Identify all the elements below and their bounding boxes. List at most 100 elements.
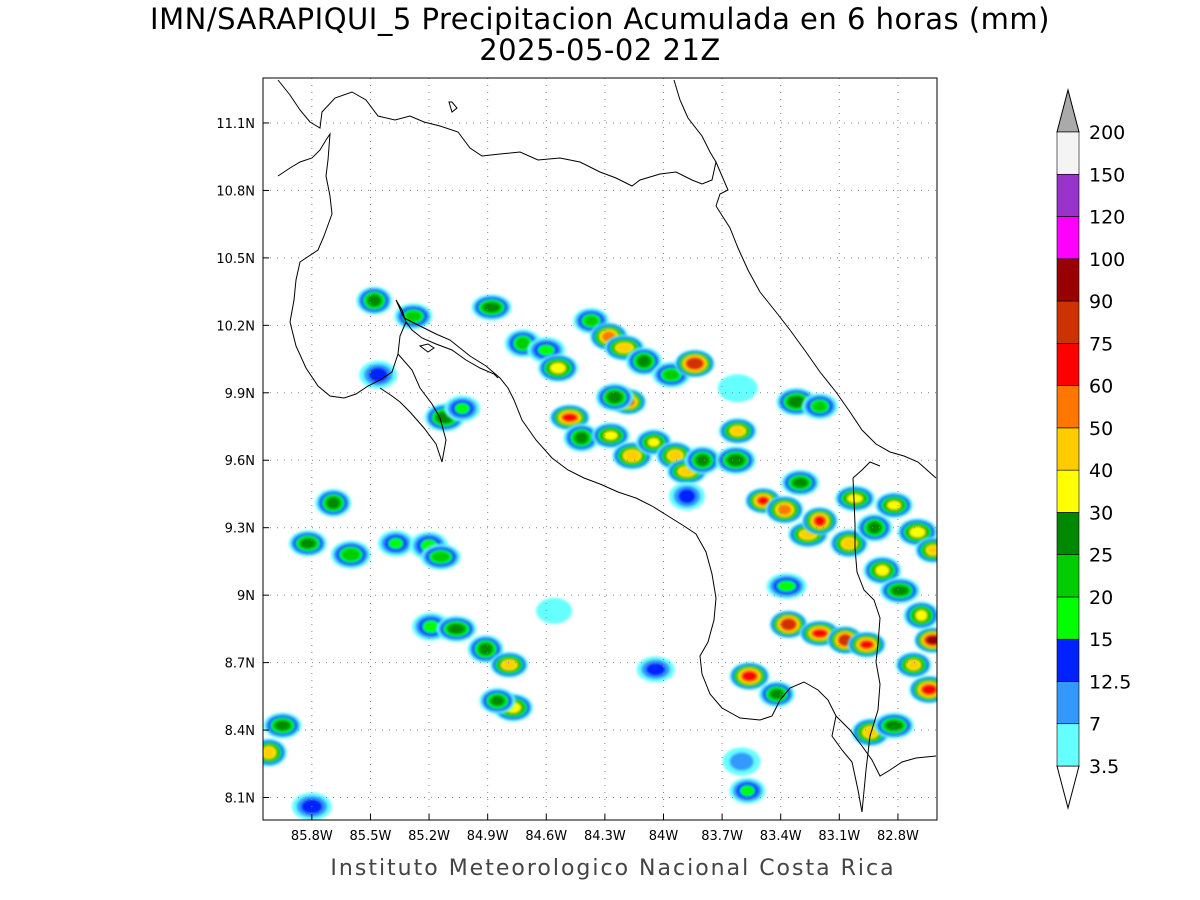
colorbar-swatch xyxy=(1056,554,1080,598)
precip-contour xyxy=(696,454,709,466)
lon-tick-label: 85.5W xyxy=(350,829,392,844)
precip-cell xyxy=(766,573,807,600)
precip-contour xyxy=(275,720,290,731)
precip-cell xyxy=(717,374,758,403)
precip-cell xyxy=(895,651,932,678)
precip-contour xyxy=(431,551,450,562)
precip-contour xyxy=(536,597,573,624)
precip-contour xyxy=(839,635,851,646)
precip-cell xyxy=(684,446,721,475)
colorbar-level-label: 75 xyxy=(1089,333,1113,355)
nicoya-inner xyxy=(418,343,435,353)
precip-cell xyxy=(915,537,937,564)
precip-contour xyxy=(624,450,640,461)
precip-cell xyxy=(729,662,770,691)
lon-tick-label: 83.4W xyxy=(760,829,802,844)
lat-tick-label: 10.5N xyxy=(216,252,255,267)
colorbar-level-label: 100 xyxy=(1089,249,1125,271)
precip-contour xyxy=(742,671,757,682)
precip-contour xyxy=(326,497,340,509)
precip-contour xyxy=(921,684,937,695)
precip-cell xyxy=(801,393,838,420)
precip-cell xyxy=(758,681,795,708)
colorbar-swatch xyxy=(1056,596,1080,640)
lat-tick-label: 10.2N xyxy=(216,319,255,334)
colorbar-level-label: 40 xyxy=(1089,460,1113,482)
lat-tick-label: 9N xyxy=(237,589,255,604)
precip-cell xyxy=(769,610,808,639)
precip-contour xyxy=(663,369,680,380)
precip-contour xyxy=(863,727,878,738)
colorbar-level-label: 90 xyxy=(1089,291,1113,313)
precip-contour xyxy=(782,619,795,630)
colorbar-level-label: 50 xyxy=(1089,418,1113,440)
precip-contour xyxy=(778,504,792,515)
precip-cell xyxy=(834,485,875,512)
colorbar-level-label: 30 xyxy=(1089,502,1113,524)
precip-cell xyxy=(674,349,715,378)
lake-island-outline xyxy=(448,101,458,113)
nicoya-peninsula-south xyxy=(379,353,447,463)
precip-cell xyxy=(729,777,766,804)
colorbar-under-arrow xyxy=(1056,765,1080,810)
colorbar-swatch xyxy=(1056,427,1080,471)
precip-contour xyxy=(422,620,440,634)
precip-contour xyxy=(812,629,828,638)
map-subtitle-datetime: 2025-05-02 21Z xyxy=(479,33,721,67)
lon-tick-label: 85.8W xyxy=(291,829,333,844)
colorbar-swatch xyxy=(1056,173,1080,217)
lon-tick-label: 84.9W xyxy=(467,829,509,844)
precip-cell xyxy=(879,577,920,604)
precip-cell xyxy=(490,651,529,678)
precip-contour xyxy=(777,580,797,592)
lat-tick-label: 9.6N xyxy=(225,454,255,469)
precip-cell xyxy=(591,422,630,449)
precip-contour xyxy=(792,478,808,488)
precip-contour xyxy=(678,488,696,504)
precip-contour xyxy=(891,585,909,596)
precip-cell xyxy=(394,303,433,330)
precip-contour xyxy=(479,643,493,655)
lon-tick-label: 84.3W xyxy=(584,829,626,844)
precip-contour xyxy=(687,358,703,369)
precip-cell xyxy=(537,354,578,383)
colorbar-swatch xyxy=(1056,385,1080,429)
coastlines-borders xyxy=(277,79,937,813)
precip-contour xyxy=(757,496,769,505)
precip-cell xyxy=(874,712,915,739)
precip-contour xyxy=(483,302,500,313)
precip-contour xyxy=(868,522,881,534)
precip-contour xyxy=(454,403,470,415)
precip-cell xyxy=(722,747,761,776)
precip-cell xyxy=(718,418,757,445)
precip-contour xyxy=(603,431,618,440)
precip-cell xyxy=(863,556,902,585)
precip-contour xyxy=(300,538,316,549)
precip-contour xyxy=(788,396,805,408)
precip-cell xyxy=(595,383,634,412)
upper-caribbean-coast xyxy=(673,79,717,163)
precip-cell xyxy=(909,675,937,704)
precip-contour xyxy=(368,367,388,383)
north-coastline xyxy=(277,79,729,207)
precip-contour xyxy=(516,337,530,350)
lat-lon-grid xyxy=(263,78,937,820)
precip-contour xyxy=(812,401,827,412)
precip-cell xyxy=(263,738,287,767)
precip-contour xyxy=(668,450,682,461)
precip-contour xyxy=(549,362,566,374)
precip-cell xyxy=(444,395,481,422)
colorbar-level-label: 20 xyxy=(1089,587,1113,609)
precip-contour xyxy=(717,374,758,403)
precip-contour xyxy=(926,636,937,644)
precip-cell xyxy=(315,488,352,517)
precip-contour xyxy=(729,752,754,771)
precip-contour xyxy=(584,315,599,326)
precip-cell xyxy=(765,495,804,524)
colorbar-swatch xyxy=(1056,131,1080,175)
precip-contour xyxy=(405,311,422,322)
colorbar-level-label: 200 xyxy=(1089,122,1125,144)
precip-contour xyxy=(502,660,516,670)
sixaola-border xyxy=(852,461,881,479)
